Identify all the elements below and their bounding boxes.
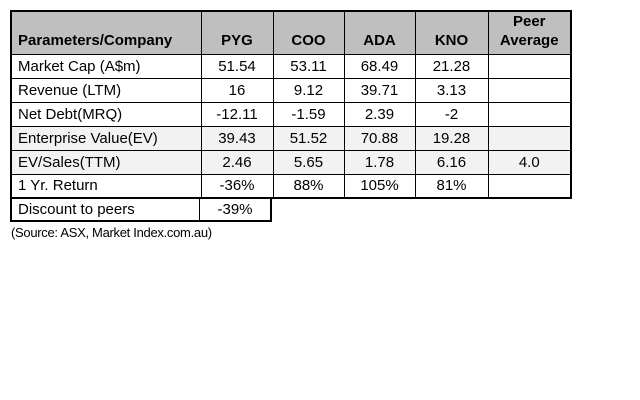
table-row-ev-sales: EV/Sales(TTM) 2.46 5.65 1.78 6.16 4.0 <box>10 149 572 175</box>
value-cell: -12.11 <box>200 101 274 127</box>
table-row-1yr-return: 1 Yr. Return -36% 88% 105% 81% <box>10 173 572 199</box>
table-row-discount-to-peers: Discount to peers -39% <box>10 199 572 222</box>
value-cell: 5.65 <box>272 149 345 175</box>
value-cell: 2.39 <box>343 101 416 127</box>
row-label: Discount to peers <box>10 199 200 222</box>
value-cell <box>487 173 572 199</box>
row-label: Revenue (LTM) <box>10 77 202 103</box>
value-cell: 3.13 <box>414 77 489 103</box>
value-cell: 6.16 <box>414 149 489 175</box>
peer-comparison-region: Parameters/Company PYG COO ADA KNO Peer … <box>10 10 572 240</box>
value-cell: -39% <box>200 199 272 222</box>
value-cell: 39.71 <box>343 77 416 103</box>
peer-comparison-table: Parameters/Company PYG COO ADA KNO Peer … <box>10 10 572 199</box>
value-cell: 81% <box>414 173 489 199</box>
value-cell: -1.59 <box>272 101 345 127</box>
table-row-net-debt: Net Debt(MRQ) -12.11 -1.59 2.39 -2 <box>10 101 572 127</box>
row-label: 1 Yr. Return <box>10 173 202 199</box>
value-cell: 68.49 <box>343 53 416 79</box>
value-cell: 9.12 <box>272 77 345 103</box>
table-row-enterprise-value: Enterprise Value(EV) 39.43 51.52 70.88 1… <box>10 125 572 151</box>
value-cell: 51.54 <box>200 53 274 79</box>
value-cell: 70.88 <box>343 125 416 151</box>
value-cell <box>487 77 572 103</box>
source-note: (Source: ASX, Market Index.com.au) <box>11 225 212 240</box>
table-row-revenue: Revenue (LTM) 16 9.12 39.71 3.13 <box>10 77 572 103</box>
header-pyg: PYG <box>200 10 274 55</box>
header-peer-average: Peer Average <box>487 10 572 55</box>
value-cell: 2.46 <box>200 149 274 175</box>
value-cell: -2 <box>414 101 489 127</box>
header-parameters-company: Parameters/Company <box>10 10 202 55</box>
header-coo: COO <box>272 10 345 55</box>
value-cell: 16 <box>200 77 274 103</box>
value-cell: 1.78 <box>343 149 416 175</box>
value-cell: 53.11 <box>272 53 345 79</box>
row-label: Net Debt(MRQ) <box>10 101 202 127</box>
value-cell <box>487 125 572 151</box>
value-cell: 19.28 <box>414 125 489 151</box>
row-label: EV/Sales(TTM) <box>10 149 202 175</box>
value-cell: 51.52 <box>272 125 345 151</box>
value-cell: 39.43 <box>200 125 274 151</box>
header-ada: ADA <box>343 10 416 55</box>
table-header-row: Parameters/Company PYG COO ADA KNO Peer … <box>10 10 572 55</box>
value-cell <box>487 101 572 127</box>
row-label: Enterprise Value(EV) <box>10 125 202 151</box>
value-cell: -36% <box>200 173 274 199</box>
value-cell <box>487 53 572 79</box>
value-cell: 21.28 <box>414 53 489 79</box>
row-label: Market Cap (A$m) <box>10 53 202 79</box>
value-cell: 88% <box>272 173 345 199</box>
value-cell: 105% <box>343 173 416 199</box>
table-row-market-cap: Market Cap (A$m) 51.54 53.11 68.49 21.28 <box>10 53 572 79</box>
value-cell: 4.0 <box>487 149 572 175</box>
header-kno: KNO <box>414 10 489 55</box>
